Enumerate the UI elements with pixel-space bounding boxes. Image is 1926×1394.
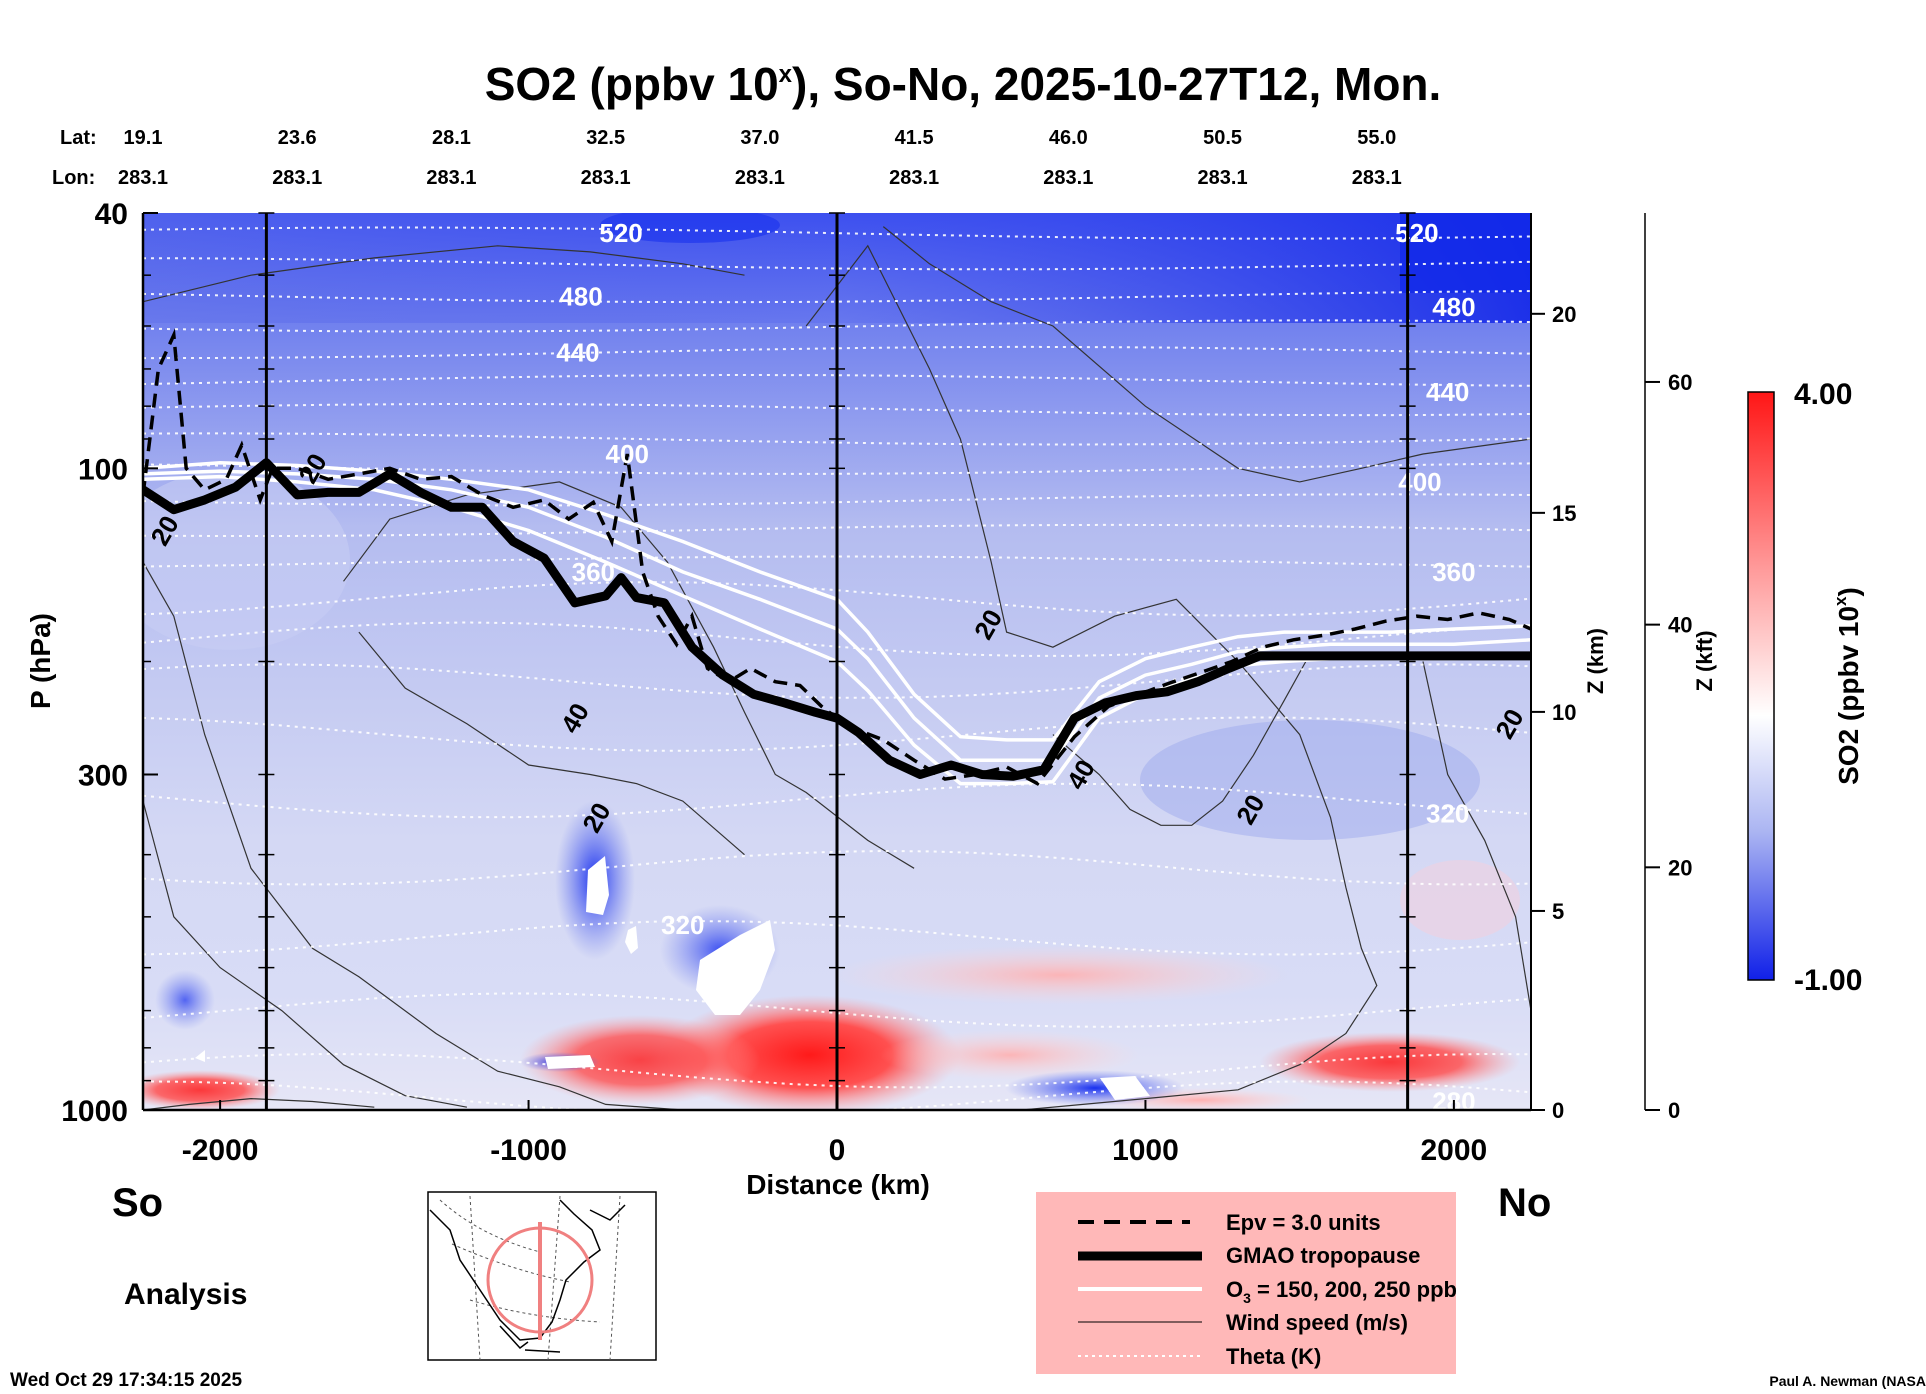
theta-label: 440 [556, 338, 599, 368]
wind-contour [343, 481, 915, 869]
lon-tick-label: 283.1 [1352, 167, 1402, 189]
colorbar-min-label: -1.00 [1794, 964, 1862, 997]
lat-tick-label: 55.0 [1357, 127, 1396, 149]
x-tick-label: 1000 [1112, 1134, 1179, 1167]
lon-label: Lon: [52, 167, 95, 189]
theta-label: 440 [1426, 377, 1469, 407]
colorbar-title: SO2 (ppbv 10x) [1831, 587, 1864, 785]
wind-speed-contours [143, 226, 1531, 1110]
x-tick-label: -2000 [182, 1134, 259, 1167]
z-km-tick-label: 20 [1552, 302, 1576, 327]
z-km-tick-label: 0 [1552, 1098, 1564, 1123]
wind-contour [882, 226, 1531, 483]
lat-label: Lat: [60, 127, 97, 149]
theta-label: 480 [559, 282, 602, 312]
z-km-axis-title: Z (km) [1583, 628, 1608, 694]
lon-tick-label: 283.1 [118, 167, 168, 189]
theta-line [143, 992, 1531, 1028]
lat-tick-label: 28.1 [432, 127, 471, 149]
location-inset-map [427, 1191, 657, 1361]
legend-wind-label: Wind speed (m/s) [1226, 1310, 1408, 1335]
wind-contour [143, 800, 468, 1108]
lon-tick-label: 283.1 [889, 167, 939, 189]
x-tick-label: 2000 [1421, 1134, 1488, 1167]
credit: Paul A. Newman (NASA [1769, 1373, 1926, 1389]
theta-label: 480 [1432, 292, 1475, 322]
axis-ticks: -2000 -1000 0 1000 2000 40 100 300 1000 0 5 10 15 20 0… [61, 198, 1692, 1167]
theta-label: 520 [1395, 218, 1438, 248]
z-kft-tick-label: 20 [1668, 855, 1692, 880]
z-km-tick-label: 10 [1552, 700, 1576, 725]
series-o3-200-ppb [143, 469, 1531, 762]
legend-theta-label: Theta (K) [1226, 1344, 1321, 1369]
chart-title: SO2 (ppbv 10x), So-No, 2025-10-27T12, Mo… [485, 58, 1442, 110]
lat-tick-label: 23.6 [278, 127, 317, 149]
analysis-label: Analysis [124, 1278, 247, 1311]
lat-tick-label: 41.5 [895, 127, 934, 149]
y-axis-title: P (hPa) [25, 613, 56, 709]
timestamp: Wed Oct 29 17:34:15 2025 [10, 1370, 242, 1391]
theta-contours [143, 226, 1531, 1110]
z-km-tick-label: 15 [1552, 501, 1576, 526]
legend-tropopause-label: GMAO tropopause [1226, 1243, 1420, 1268]
theta-label: 520 [599, 218, 642, 248]
lat-tick-label: 19.1 [124, 127, 163, 149]
y-tick-label: 1000 [61, 1095, 128, 1128]
legend-epv-label: Epv = 3.0 units [1226, 1210, 1381, 1235]
legend-ozone-label: O3 = 150, 200, 250 ppb [1226, 1277, 1457, 1306]
theta-label: 360 [1432, 557, 1475, 587]
wind-contour [143, 561, 745, 1110]
lon-tick-label: 283.1 [581, 167, 631, 189]
legend: Epv = 3.0 units GMAO tropopause O3 = 150… [1036, 1192, 1457, 1374]
wind-contour [143, 1097, 375, 1110]
theta-label: 400 [606, 439, 649, 469]
series-lines [143, 328, 1531, 786]
wind-contour [143, 245, 745, 303]
theta-line [143, 782, 1531, 819]
y-tick-label: 300 [78, 759, 128, 792]
x-axis-title: Distance (km) [746, 1169, 930, 1200]
wind-contour [805, 244, 1378, 1110]
wind-contour [358, 631, 745, 856]
x-tick-label: 0 [829, 1134, 846, 1167]
north-label: No [1498, 1181, 1551, 1225]
z-km-tick-label: 5 [1552, 899, 1564, 924]
lat-tick-label: 50.5 [1203, 127, 1242, 149]
theta-label: 360 [572, 557, 615, 587]
wind-contour [1052, 661, 1307, 826]
theta-label: 320 [661, 910, 704, 940]
z-kft-tick-label: 60 [1668, 370, 1692, 395]
theta-label: 400 [1398, 467, 1441, 497]
z-kft-axis-title: Z (kft) [1692, 630, 1717, 691]
series-epv-3-0-units [143, 328, 1531, 786]
lon-tick-label: 283.1 [426, 167, 476, 189]
series-gmao-tropopause [143, 458, 1531, 781]
lat-tick-label: 37.0 [740, 127, 779, 149]
z-kft-tick-label: 40 [1668, 613, 1692, 638]
colorbar [1747, 391, 1775, 981]
lon-tick-label: 283.1 [735, 167, 785, 189]
south-label: So [112, 1181, 163, 1225]
lon-tick-label: 283.1 [1198, 167, 1248, 189]
lon-tick-label: 283.1 [1043, 167, 1093, 189]
lat-tick-label: 32.5 [586, 127, 625, 149]
theta-line [143, 621, 1531, 657]
theta-label: 320 [1426, 798, 1469, 828]
y-tick-label: 40 [95, 198, 128, 231]
lat-lon-ticks: 19.1 283.1 23.6 283.1 28.1 283.1 32.5 283.1 37.0… [118, 127, 1402, 189]
y-tick-label: 100 [78, 453, 128, 486]
wind-contour [1422, 661, 1531, 1011]
lon-tick-label: 283.1 [272, 167, 322, 189]
colorbar-max-label: 4.00 [1794, 378, 1852, 411]
z-kft-tick-label: 0 [1668, 1098, 1680, 1123]
x-tick-label: -1000 [490, 1134, 567, 1167]
lat-tick-label: 46.0 [1049, 127, 1088, 149]
vertical-reference-lines [258, 212, 1416, 1111]
